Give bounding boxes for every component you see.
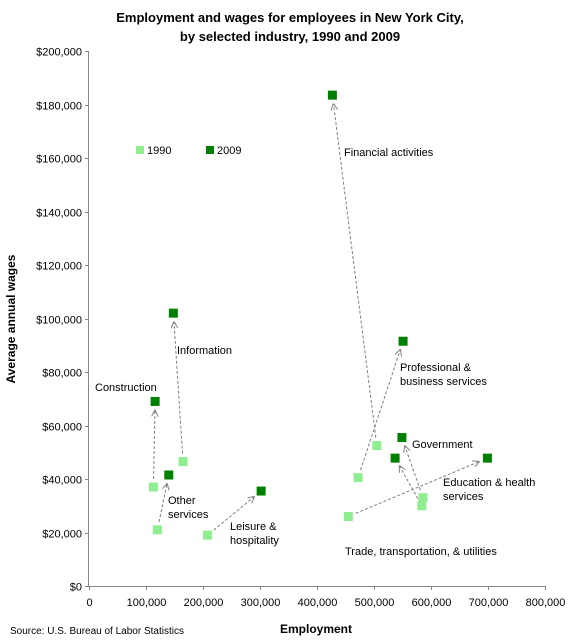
industry-label-line: Information: [177, 345, 232, 357]
industry-label-line: Construction: [95, 382, 157, 394]
x-tick-label: 700,000: [469, 597, 509, 609]
point-2009: [482, 453, 492, 463]
industry-label: Education & health services: [443, 477, 535, 503]
industry-label-line: Other: [168, 495, 196, 507]
industry-label-line: Professional &: [400, 362, 472, 374]
source-note: Source: U.S. Bureau of Labor Statistics: [10, 626, 184, 637]
legend-swatch-2009: [206, 146, 214, 154]
change-arrow: [405, 446, 421, 491]
point-1990: [148, 482, 158, 492]
y-tick-label: $20,000: [42, 529, 82, 541]
y-axis-title: Average annual wages: [4, 254, 18, 383]
point-1990: [343, 511, 353, 521]
industry-label: Government: [412, 439, 473, 451]
industry-label-line: business services: [400, 376, 487, 388]
industry-label: Construction: [95, 382, 157, 394]
industry-label: Financial activities: [344, 147, 434, 159]
x-tick-label: 300,000: [241, 597, 281, 609]
point-1990: [178, 457, 188, 467]
point-1990: [203, 530, 213, 540]
change-arrow: [360, 350, 401, 471]
x-tick-label: 800,000: [526, 597, 566, 609]
y-axis-ticks: $0 $20,000 $40,000 $60,000 $80,000 $100,000 $1…: [36, 47, 89, 594]
y-tick-label: $0: [70, 582, 82, 594]
point-1990: [418, 493, 428, 503]
industry-label-line: Government: [412, 439, 473, 451]
point-2009: [150, 396, 160, 406]
industry-label-line: services: [168, 509, 209, 521]
industry-label: Other services: [168, 495, 209, 521]
point-2009: [398, 336, 408, 346]
industry-label: Leisure & hospitality: [230, 521, 279, 547]
industry-label-line: Education & health: [443, 477, 535, 489]
plot-area: [88, 51, 545, 587]
x-tick-label: 600,000: [412, 597, 452, 609]
change-arrow: [213, 497, 254, 531]
change-arrow: [174, 322, 184, 454]
data-points: [148, 90, 492, 540]
x-axis-ticks: 0 100,000 200,000 300,000 400,000 500,000 600,…: [86, 586, 565, 609]
chart-title-line-1: Employment and wages for employees in Ne…: [116, 10, 463, 25]
point-2009: [168, 308, 178, 318]
change-arrows: [154, 104, 480, 531]
change-arrow: [158, 484, 167, 523]
point-2009: [390, 453, 400, 463]
industry-label: Professional & business services: [400, 362, 487, 388]
change-arrow: [355, 462, 479, 514]
y-tick-label: $180,000: [36, 101, 82, 113]
chart-title: Employment and wages for employees in Ne…: [116, 10, 463, 44]
y-tick-label: $200,000: [36, 47, 82, 59]
point-1990: [417, 501, 427, 511]
y-tick-label: $160,000: [36, 154, 82, 166]
legend: 1990 2009: [136, 145, 241, 157]
y-tick-label: $80,000: [42, 368, 82, 380]
industry-label-line: hospitality: [230, 535, 279, 547]
industry-label-line: Leisure &: [230, 521, 277, 533]
point-1990: [372, 441, 382, 451]
x-tick-label: 0: [86, 597, 92, 609]
change-arrow: [400, 466, 419, 500]
x-tick-label: 500,000: [355, 597, 395, 609]
x-tick-label: 100,000: [127, 597, 167, 609]
industry-label-line: Financial activities: [344, 147, 434, 159]
change-arrow: [154, 410, 155, 480]
point-1990: [353, 473, 363, 483]
point-2009: [397, 433, 407, 443]
y-tick-label: $60,000: [42, 422, 82, 434]
point-2009: [327, 90, 337, 100]
y-tick-label: $40,000: [42, 475, 82, 487]
industry-label-line: Trade, transportation, & utilities: [345, 546, 497, 558]
point-2009: [164, 470, 174, 480]
point-1990: [152, 525, 162, 535]
legend-swatch-1990: [136, 146, 144, 154]
y-tick-label: $120,000: [36, 261, 82, 273]
industry-label-line: services: [443, 491, 484, 503]
legend-label-1990: 1990: [147, 145, 171, 157]
y-tick-label: $140,000: [36, 208, 82, 220]
point-2009: [256, 486, 266, 496]
x-axis-title: Employment: [280, 622, 352, 636]
x-tick-label: 400,000: [298, 597, 338, 609]
x-tick-label: 200,000: [184, 597, 224, 609]
legend-label-2009: 2009: [217, 145, 241, 157]
industry-label: Information: [177, 345, 232, 357]
chart-title-line-2: by selected industry, 1990 and 2009: [180, 29, 400, 44]
industry-annotations: Financial activities Professional & busine…: [95, 147, 535, 558]
industry-label: Trade, transportation, & utilities: [345, 546, 497, 558]
change-arrow: [334, 104, 377, 438]
y-tick-label: $100,000: [36, 315, 82, 327]
